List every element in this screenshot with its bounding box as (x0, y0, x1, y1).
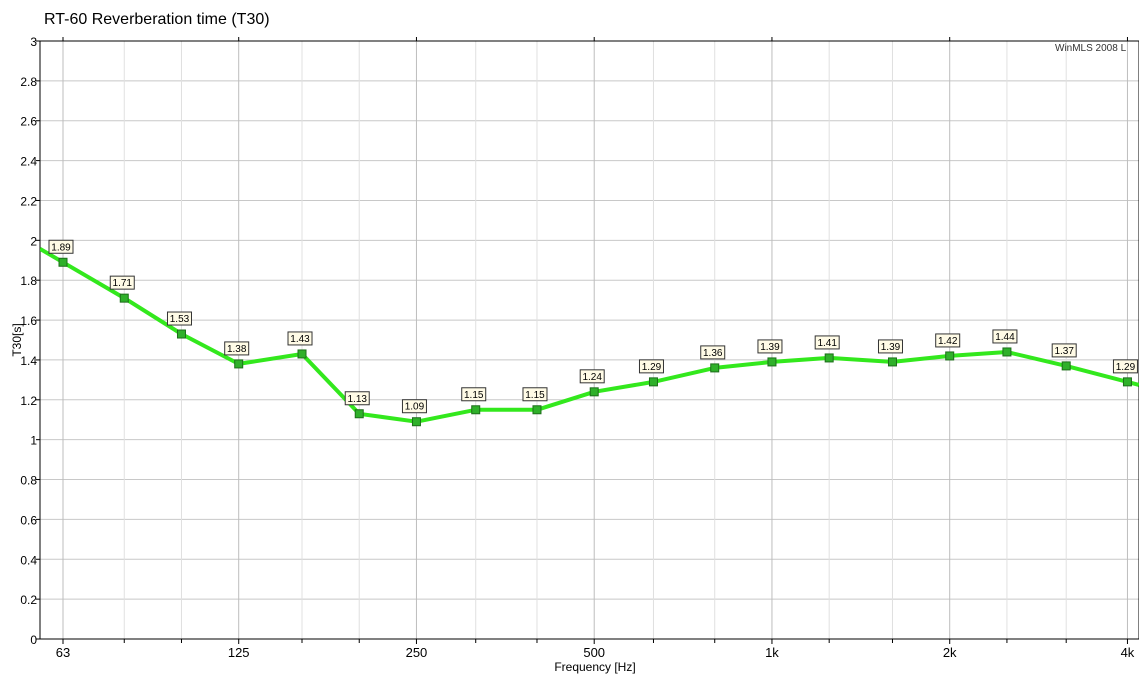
data-point-marker (1002, 347, 1012, 357)
y-tick-label: 2.6 (20, 115, 37, 129)
data-point-marker (589, 387, 599, 397)
data-label-box (579, 369, 605, 384)
data-label: 1.37 (1054, 346, 1074, 357)
y-tick-label: 1.4 (20, 354, 37, 368)
data-point-marker (297, 349, 307, 359)
data-label: 1.38 (227, 344, 247, 355)
data-label-box (877, 339, 903, 354)
x-tick-label: 4k (1121, 645, 1135, 660)
data-point-marker (411, 417, 421, 427)
data-point-marker (354, 409, 364, 419)
data-label: 1.24 (582, 372, 602, 383)
y-tick-label: 0.2 (20, 593, 37, 607)
watermark: WinMLS 2008 L (1055, 43, 1127, 54)
data-label: 1.29 (642, 362, 662, 373)
data-point-marker (1061, 361, 1071, 371)
data-label-box (638, 359, 664, 374)
data-point-marker (119, 293, 129, 303)
data-label-box (757, 339, 783, 354)
series-layer (40, 247, 1139, 427)
series-line (40, 247, 1139, 424)
data-label: 1.39 (881, 342, 901, 353)
grid (40, 40, 1139, 640)
data-point-marker (887, 357, 897, 367)
y-tick-label: 1.6 (20, 314, 37, 328)
y-tick-label: 1.8 (20, 274, 37, 288)
data-point-marker (945, 351, 955, 361)
data-label: 1.42 (938, 336, 958, 347)
x-tick-label: 500 (583, 645, 605, 660)
data-point-marker (234, 359, 244, 369)
data-label-box (401, 399, 427, 414)
data-label: 1.36 (703, 348, 723, 359)
data-label: 1.09 (405, 402, 425, 413)
data-point-marker (1122, 377, 1132, 387)
data-point-marker (176, 329, 186, 339)
y-tick-label: 3 (30, 35, 37, 49)
data-label: 1.71 (113, 278, 133, 289)
data-point-marker (767, 357, 777, 367)
data-point-marker (824, 353, 834, 363)
data-label-box (166, 311, 192, 326)
data-label: 1.29 (1116, 362, 1136, 373)
x-axis: 63 125 250 500 1k 2k 4k (56, 37, 1135, 660)
data-label-box (935, 333, 961, 348)
y-tick-label: 1.2 (20, 394, 37, 408)
y-axis: 0 0.2 0.4 0.6 0.8 1 1.2 1.4 1.6 1.8 2 2.2 2.4 2.6 2.8 3 (20, 35, 40, 647)
data-label: 1.41 (817, 338, 837, 349)
data-point-marker (58, 257, 68, 267)
data-label-box (461, 387, 487, 402)
data-label-box (1051, 343, 1077, 358)
data-label-box (224, 341, 250, 356)
data-label: 1.13 (347, 394, 367, 405)
y-axis-label: T30[s] (10, 323, 24, 356)
data-label: 1.53 (170, 314, 190, 325)
y-tick-label: 0 (30, 633, 37, 647)
data-label: 1.44 (995, 332, 1015, 343)
data-label: 1.89 (51, 242, 71, 253)
y-tick-label: 0.6 (20, 513, 37, 527)
x-tick-label: 63 (56, 645, 70, 660)
y-tick-label: 2 (30, 234, 37, 248)
y-tick-label: 0.4 (20, 553, 37, 567)
data-point-marker (532, 405, 542, 415)
data-labels: 1.89 1.71 1.53 1.38 1.43 1.13 1.09 1.15 1.15 1.24… (48, 239, 1138, 414)
data-point-marker (648, 377, 658, 387)
data-label: 1.39 (760, 342, 780, 353)
data-label-box (109, 275, 135, 290)
x-axis-label: Frequency [Hz] (554, 660, 635, 674)
x-tick-label: 1k (765, 645, 779, 660)
chart-title: RT-60 Reverberation time (T30) (44, 11, 270, 28)
x-tick-label: 250 (406, 645, 428, 660)
y-tick-label: 2.8 (20, 75, 37, 89)
data-label-box (287, 331, 313, 346)
data-label-box (344, 391, 370, 406)
data-label-box (522, 387, 548, 402)
data-label-box (1112, 359, 1138, 374)
data-label: 1.15 (525, 390, 545, 401)
data-label: 1.15 (464, 390, 484, 401)
plot-frame (39, 40, 1139, 640)
data-point-marker (471, 405, 481, 415)
data-point-marker (710, 363, 720, 373)
y-tick-label: 0.8 (20, 474, 37, 488)
y-tick-label: 2.2 (20, 194, 37, 208)
data-label-box (992, 329, 1018, 344)
data-label-box (700, 345, 726, 360)
y-tick-label: 1 (30, 434, 37, 448)
data-label-box (48, 239, 74, 254)
data-label-box (814, 335, 840, 350)
data-label: 1.43 (290, 334, 310, 345)
x-tick-label: 125 (228, 645, 250, 660)
x-tick-label: 2k (943, 645, 957, 660)
y-tick-label: 2.4 (20, 155, 37, 169)
